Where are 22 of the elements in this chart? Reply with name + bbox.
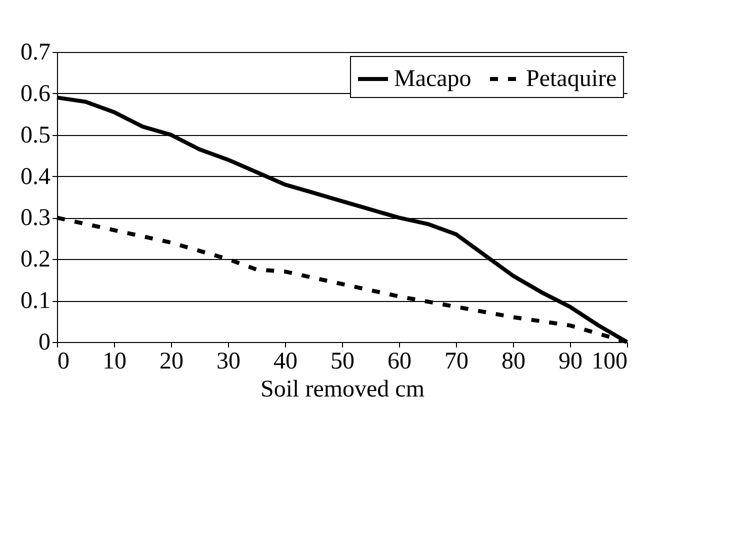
x-tick-label: 60: [388, 348, 412, 374]
legend-label: Petaquire: [526, 66, 617, 92]
y-tick-label: 0.4: [20, 164, 50, 190]
y-tick-label: 0.6: [20, 80, 50, 107]
x-tick-label: 50: [330, 348, 354, 374]
y-tick-label: 0.3: [20, 205, 50, 232]
x-tick-label: 20: [160, 348, 184, 374]
x-tick-label: 70: [444, 348, 468, 374]
x-tick-label: 30: [216, 348, 240, 374]
x-tick-label: 90: [558, 348, 582, 374]
x-tick-label: 40: [274, 348, 298, 374]
legend-label: Macapo: [394, 66, 472, 92]
x-tick-label: 10: [102, 348, 126, 374]
y-tick-label: 0.7: [20, 40, 50, 66]
x-tick-label: 80: [502, 348, 526, 374]
x-axis-title: Soil removed cm: [260, 376, 425, 402]
x-tick-label: 0: [58, 348, 70, 374]
y-tick-label: 0: [38, 330, 50, 356]
y-tick-label: 0.5: [20, 122, 50, 148]
x-tick-label: 100: [592, 348, 628, 374]
y-tick-label: 0.2: [20, 246, 50, 273]
y-tick-label: 0.1: [20, 288, 50, 314]
